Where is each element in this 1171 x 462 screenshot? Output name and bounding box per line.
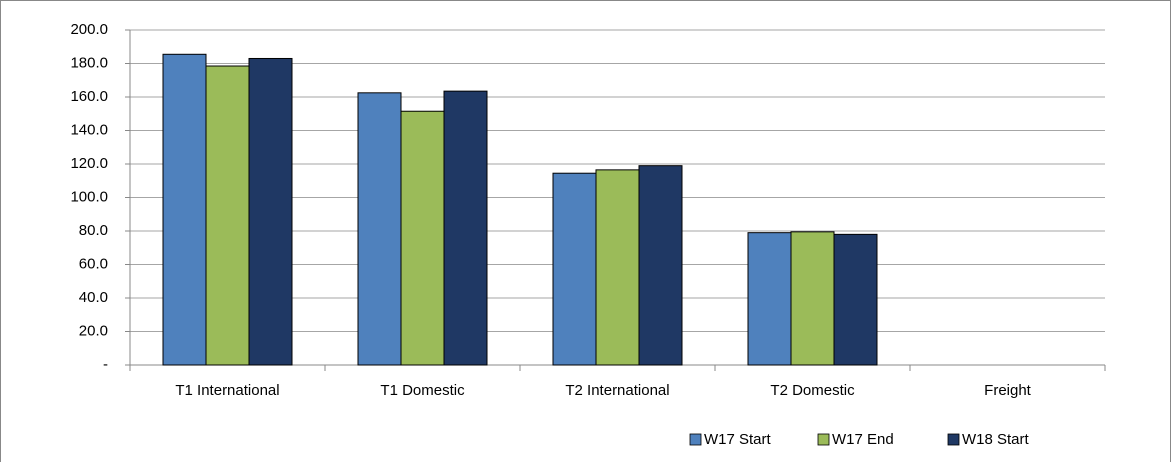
x-tick-label: T2 International	[565, 382, 669, 399]
x-tick-label: Freight	[984, 382, 1032, 399]
y-tick-label: 200.0	[70, 21, 108, 38]
x-tick-label: T1 Domestic	[380, 382, 465, 399]
y-tick-label: 180.0	[70, 54, 108, 71]
x-tick-label: T1 International	[175, 382, 279, 399]
y-tick-label: 120.0	[70, 155, 108, 172]
legend-swatch	[689, 433, 702, 446]
legend-swatch	[817, 433, 830, 446]
y-tick-label: 100.0	[70, 188, 108, 205]
legend-label: W17 End	[832, 431, 894, 448]
y-tick-label: 160.0	[70, 88, 108, 105]
bar	[443, 90, 488, 366]
y-tick-label: 20.0	[79, 322, 108, 339]
bar	[162, 53, 207, 366]
bar	[790, 231, 835, 366]
legend-label: W17 Start	[704, 431, 772, 448]
y-tick-label: -	[103, 356, 108, 373]
y-tick-label: 140.0	[70, 121, 108, 138]
legend-swatch	[947, 433, 960, 446]
legend-label: W18 Start	[962, 431, 1030, 448]
y-tick-label: 60.0	[79, 255, 108, 272]
bar	[833, 233, 878, 366]
bar	[205, 65, 250, 366]
bar	[400, 110, 445, 366]
bar	[595, 169, 640, 366]
bar	[248, 57, 293, 366]
bar	[357, 92, 402, 366]
x-tick-label: T2 Domestic	[770, 382, 855, 399]
bar	[638, 165, 683, 366]
bar	[552, 172, 597, 366]
y-tick-label: 80.0	[79, 222, 108, 239]
y-tick-label: 40.0	[79, 289, 108, 306]
bar	[747, 232, 792, 366]
